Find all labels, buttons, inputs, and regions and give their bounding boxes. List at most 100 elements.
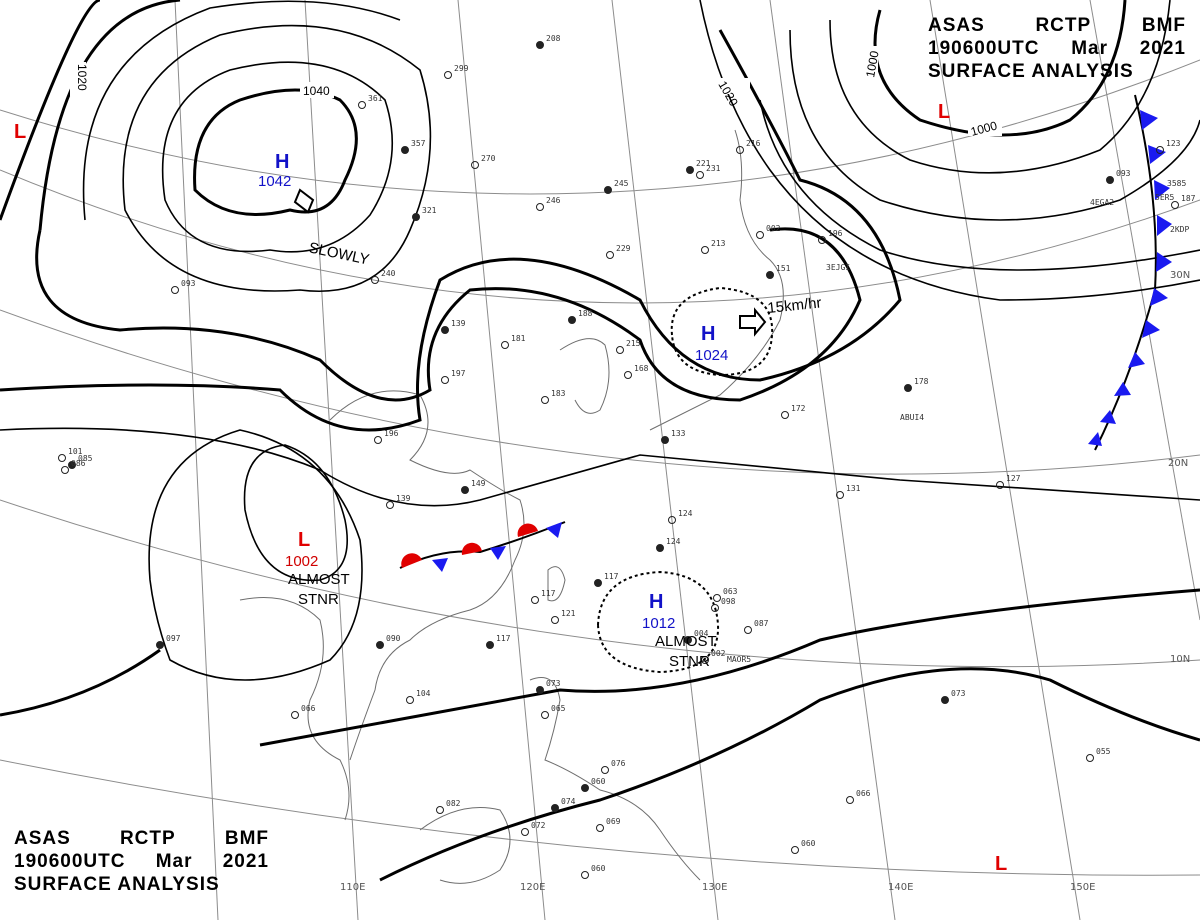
station-obs-value: 069 <box>606 817 621 826</box>
lat-label-10n: 10N <box>1170 654 1190 665</box>
station-marker <box>441 326 449 334</box>
isobar-1000-ne <box>873 0 1127 137</box>
station-obs-value: 002 <box>711 649 726 658</box>
station-code: 3EJGI <box>826 263 850 272</box>
isobar-label-1000-s: 1000 <box>969 118 999 139</box>
station-marker <box>996 481 1004 489</box>
header-station: RCTP <box>119 828 176 849</box>
station-marker <box>713 594 721 602</box>
header-bottom-left: ASAS RCTP BMF 190600UTC Mar 2021 SURFACE… <box>14 827 269 896</box>
isobar-1012 <box>148 429 363 681</box>
isobar-label-1040: 1040 <box>303 84 330 98</box>
station-marker <box>846 796 854 804</box>
header-year: 2021 <box>222 851 269 872</box>
station-marker <box>501 341 509 349</box>
station-marker <box>441 376 449 384</box>
station-obs-value: 216 <box>746 139 761 148</box>
stnr-note-high-line1: ALMOST <box>655 633 717 650</box>
station-marker <box>291 711 299 719</box>
station-obs-value: 097 <box>166 634 181 643</box>
station-marker <box>656 544 664 552</box>
station-code: 4EGA2 <box>1090 198 1114 207</box>
station-obs-value: 133 <box>671 429 686 438</box>
svg-text:L: L <box>14 121 26 143</box>
station-obs-value: 065 <box>551 704 566 713</box>
station-obs-value: 060 <box>591 777 606 786</box>
station-marker <box>744 626 752 634</box>
station-obs-value: 196 <box>384 429 399 438</box>
low-marker-se: L <box>995 853 1007 875</box>
station-obs-value: 183 <box>551 389 566 398</box>
dashed-isobars <box>596 286 774 674</box>
header-agency: ASAS <box>928 15 985 36</box>
high-pressure-value: 1042 <box>258 173 291 190</box>
stationary-front <box>399 521 566 572</box>
isobar-1016-ne <box>699 0 1200 301</box>
station-marker <box>686 166 694 174</box>
station-obs-value: 321 <box>422 206 437 215</box>
station-marker <box>941 696 949 704</box>
cold-front-east <box>1088 94 1172 451</box>
header-office: BMF <box>224 828 269 849</box>
station-marker <box>661 436 669 444</box>
station-obs-value: 072 <box>531 821 546 830</box>
meridian-130e <box>611 0 719 920</box>
station-obs-value: 086 <box>71 459 86 468</box>
station-marker <box>58 454 66 462</box>
station-marker <box>536 203 544 211</box>
station-obs-value: 121 <box>561 609 576 618</box>
station-obs-value: 127 <box>1006 474 1021 483</box>
station-obs-value: 124 <box>678 509 693 518</box>
isobar-1020 <box>0 0 902 432</box>
station-marker <box>616 346 624 354</box>
station-obs-value: 149 <box>471 479 486 488</box>
station-obs-value: 197 <box>451 369 466 378</box>
isobars <box>0 0 1200 882</box>
station-obs-value: 246 <box>546 196 561 205</box>
station-marker <box>551 616 559 624</box>
header-datetime: 190600UTC <box>928 38 1040 59</box>
station-obs-value: 104 <box>416 689 431 698</box>
station-marker <box>541 711 549 719</box>
low-symbol: L <box>298 529 310 551</box>
station-obs-value: 172 <box>791 404 806 413</box>
station-marker <box>1106 176 1114 184</box>
station-marker <box>401 146 409 154</box>
station-marker <box>596 824 604 832</box>
station-marker <box>581 871 589 879</box>
station-marker <box>486 641 494 649</box>
stnr-note-high-line2: STNR <box>669 653 710 670</box>
pressure-center-low-1002: L 1002 <box>285 529 318 570</box>
header-month: Mar <box>1071 38 1108 59</box>
station-marker <box>701 246 709 254</box>
station-marker <box>568 316 576 324</box>
station-marker <box>444 71 452 79</box>
high-pressure-value: 1024 <box>695 347 728 364</box>
station-marker <box>371 276 379 284</box>
lon-label-150e: 150E <box>1070 882 1095 893</box>
station-obs-value: 117 <box>496 634 511 643</box>
low-marker-nw: L <box>14 121 26 143</box>
isobar-1032 <box>122 24 432 292</box>
meridian-150e <box>929 0 1081 920</box>
high-symbol: H <box>701 323 715 345</box>
station-obs-value: 076 <box>611 759 626 768</box>
isobar-1028 <box>82 0 401 221</box>
indochina-coast <box>239 597 350 821</box>
station-obs-value: 063 <box>723 587 738 596</box>
station-obs-value: 188 <box>578 309 593 318</box>
high-symbol: H <box>649 591 663 613</box>
station-marker <box>624 371 632 379</box>
motion-arrow-slowly <box>293 188 315 214</box>
station-marker <box>171 286 179 294</box>
station-obs-value: 299 <box>454 64 469 73</box>
station-obs-value: 117 <box>604 572 619 581</box>
header-month: Mar <box>155 851 193 872</box>
station-obs-value: 151 <box>776 264 791 273</box>
lat-label-30n: 30N <box>1170 270 1190 281</box>
borneo-coast <box>419 807 511 884</box>
parallel-0 <box>0 759 1200 876</box>
station-obs-value: 196 <box>828 229 843 238</box>
station-obs-value: 221 <box>696 159 711 168</box>
station-obs-value: 085 <box>78 454 93 463</box>
